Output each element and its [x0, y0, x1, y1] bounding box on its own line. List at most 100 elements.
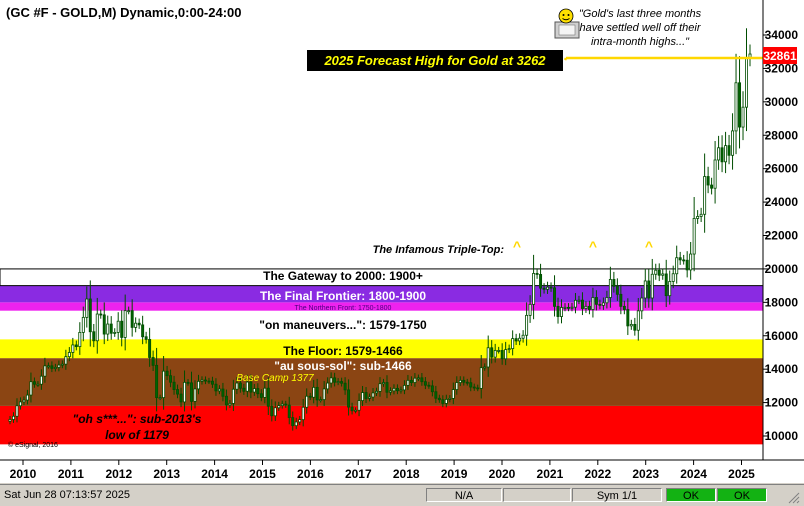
candle-body	[278, 406, 280, 408]
candle-body	[424, 382, 426, 386]
candle-body	[285, 404, 287, 405]
y-tick-label: 20000	[765, 262, 799, 276]
candle-body	[658, 270, 660, 275]
candle-body	[595, 297, 597, 304]
candle-body	[382, 383, 384, 384]
candle-body	[128, 311, 130, 312]
candle-body	[704, 177, 706, 215]
candle-body	[665, 274, 667, 296]
x-tick-label: 2013	[153, 467, 180, 481]
x-tick-label: 2017	[345, 467, 372, 481]
candle-body	[690, 254, 692, 270]
candle-body	[330, 378, 332, 383]
candle-body	[110, 324, 112, 333]
candle-body	[609, 279, 611, 297]
candle-body	[75, 345, 77, 347]
candle-body	[536, 273, 538, 274]
zone-label: "oh s***...": sub-2013's	[73, 412, 202, 426]
candle-body	[648, 281, 650, 298]
candle-body	[344, 383, 346, 390]
candle-body	[271, 406, 273, 416]
candle-body	[138, 323, 140, 325]
candle-body	[414, 378, 416, 382]
candle-body	[480, 368, 482, 389]
candle-body	[124, 311, 126, 338]
candle-body	[421, 378, 423, 382]
candle-body	[487, 348, 489, 367]
candle-body	[145, 337, 147, 340]
candle-body	[672, 274, 674, 282]
candle-body	[456, 383, 458, 390]
candle-body	[253, 389, 255, 393]
candle-body	[173, 382, 175, 389]
candle-body	[222, 389, 224, 396]
candle-body	[323, 389, 325, 400]
y-tick-label: 16000	[765, 329, 799, 343]
candle-body	[697, 216, 699, 218]
candle-body	[728, 146, 730, 156]
candle-body	[54, 367, 56, 368]
candle-body	[211, 381, 213, 384]
chart-frame: The Gateway to 2000: 1900+ The Final Fron…	[0, 0, 804, 483]
candle-body	[260, 394, 262, 398]
last-price-label: 32861	[763, 49, 797, 63]
candle-body	[9, 419, 11, 421]
candle-body	[82, 317, 84, 332]
candle-body	[550, 287, 552, 288]
candle-body	[686, 260, 688, 270]
candle-body	[407, 380, 409, 385]
candle-body	[232, 389, 234, 403]
candle-body	[306, 396, 308, 407]
price-chart[interactable]: The Gateway to 2000: 1900+ The Final Fron…	[0, 0, 804, 483]
x-tick-label: 2023	[632, 467, 659, 481]
copyright: © eSignal, 2016	[8, 441, 58, 449]
zone-label: The Floor: 1579-1466	[283, 344, 403, 358]
candle-body	[316, 387, 318, 400]
candle-body	[526, 315, 528, 335]
candle-body	[613, 279, 615, 286]
candle-body	[309, 396, 311, 397]
candle-body	[623, 306, 625, 309]
candle-body	[602, 303, 604, 306]
candle-body	[519, 338, 521, 341]
candle-body	[700, 214, 702, 216]
candle-body	[676, 258, 678, 274]
candle-body	[103, 315, 105, 334]
candle-body	[194, 389, 196, 402]
x-tick-label: 2022	[584, 467, 611, 481]
x-tick-label: 2010	[10, 467, 37, 481]
candle-body	[711, 185, 713, 188]
candle-body	[208, 381, 210, 382]
candle-body	[197, 381, 199, 389]
candle-body	[742, 107, 744, 127]
candle-body	[557, 306, 559, 316]
status-field-empty	[503, 488, 571, 502]
candle-body	[627, 310, 629, 326]
candle-body	[292, 418, 294, 426]
candle-body	[166, 371, 168, 376]
candle-body	[714, 160, 716, 188]
candle-body	[428, 385, 430, 386]
candle-body	[267, 388, 269, 406]
candle-body	[379, 384, 381, 392]
candle-body	[89, 299, 91, 332]
x-tick-label: 2014	[201, 467, 228, 481]
candle-body	[295, 422, 297, 426]
candle-body	[351, 407, 353, 411]
candle-body	[529, 304, 531, 315]
y-tick-label: 34000	[765, 28, 799, 42]
candle-body	[644, 281, 646, 298]
candle-body	[393, 388, 395, 391]
resize-grip-icon[interactable]	[770, 488, 800, 502]
y-tick-label: 10000	[765, 429, 799, 443]
triple-top-mark-2: ^	[589, 238, 597, 254]
candle-body	[435, 392, 437, 399]
candle-body	[641, 298, 643, 311]
candle-body	[505, 350, 507, 359]
candle-body	[348, 390, 350, 407]
candle-body	[215, 384, 217, 391]
candle-body	[498, 350, 500, 351]
candle-body	[403, 385, 405, 390]
candle-body	[616, 286, 618, 294]
candle-body	[19, 402, 21, 406]
